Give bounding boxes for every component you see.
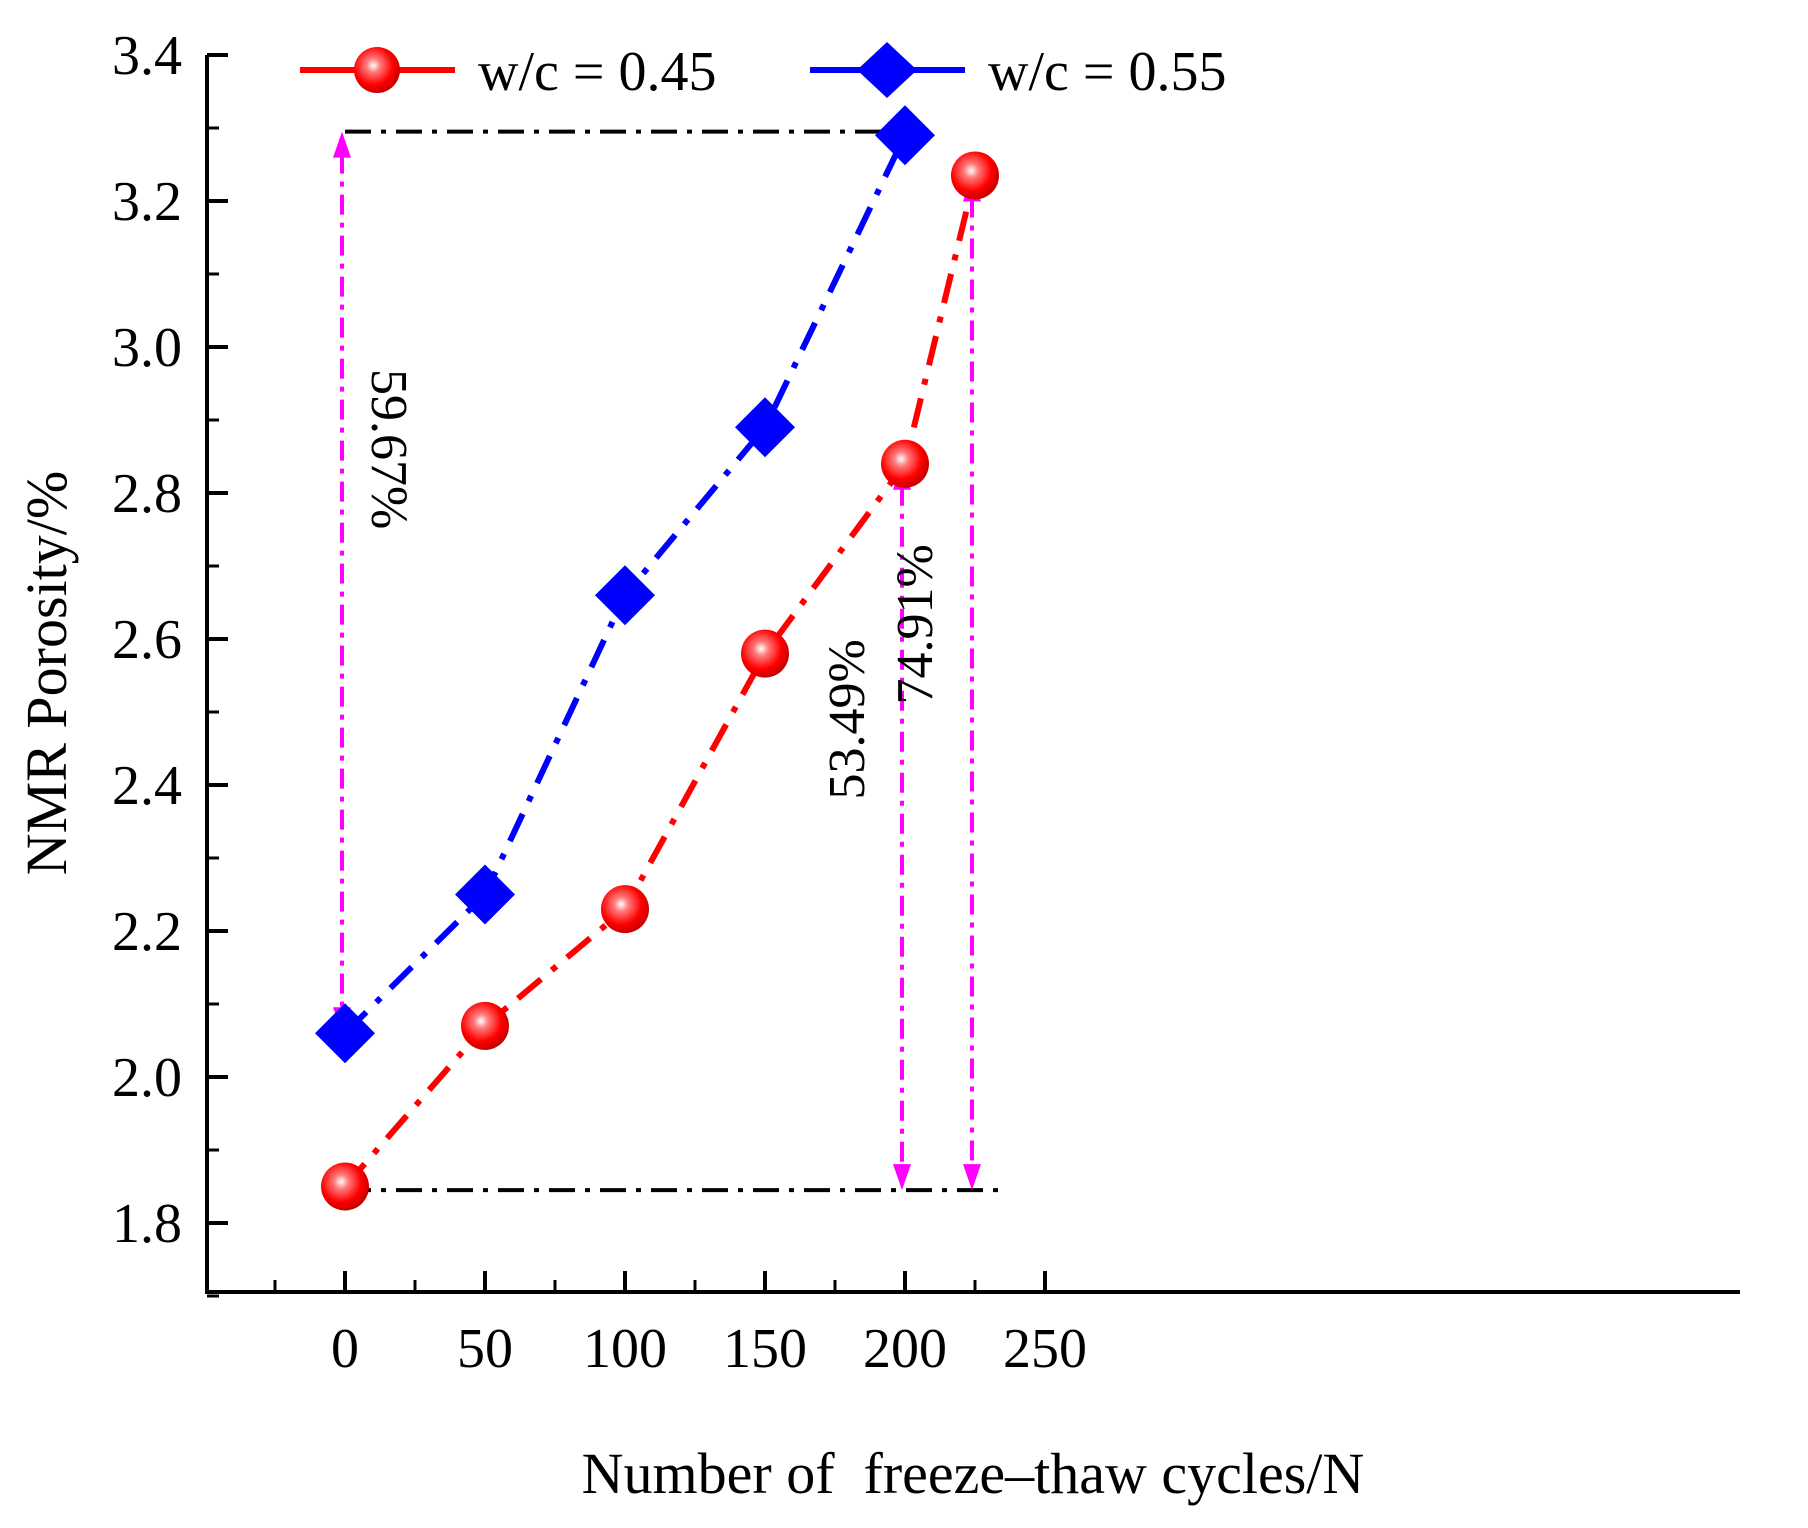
x-tick-label: 100 — [583, 1318, 667, 1380]
y-tick-label: 2.8 — [112, 463, 182, 525]
y-tick-label: 2.6 — [112, 609, 182, 671]
legend-label-wc-055: w/c = 0.55 — [988, 41, 1226, 103]
y-tick-label: 3.2 — [112, 171, 182, 233]
annotation-label: 53.49% — [819, 639, 876, 799]
annotation-label: 59.67% — [360, 369, 417, 529]
data-series — [315, 105, 999, 1211]
reference-lines — [345, 129, 1001, 1193]
data-point-circle — [951, 151, 999, 200]
series-line — [342, 174, 978, 1189]
legend: w/c = 0.45 w/c = 0.55 — [300, 41, 1226, 103]
legend-item-wc-045: w/c = 0.45 — [300, 41, 716, 103]
y-tick-label: 3.4 — [112, 25, 182, 87]
arrow-head-down — [963, 1164, 981, 1191]
y-tick-label: 3.0 — [112, 317, 182, 379]
data-point-diamond — [875, 105, 935, 166]
x-tick-label: 150 — [723, 1318, 807, 1380]
arrow-head-up — [333, 131, 351, 158]
annotation-label: 74.91% — [887, 544, 944, 704]
data-point-circle — [321, 1162, 369, 1211]
y-tick-label: 2.2 — [112, 901, 182, 963]
data-point-diamond — [315, 1003, 375, 1064]
data-point-diamond — [735, 397, 795, 458]
x-axis-title: Number of freeze–thaw cycles/N — [582, 1441, 1365, 1506]
plot-axes — [205, 55, 1740, 1294]
y-tick-label: 2.4 — [112, 755, 182, 817]
y-tick-label: 1.8 — [112, 1193, 182, 1255]
annotations: 59.67% 53.49%74.91% — [333, 131, 981, 1191]
y-tick-label: 2.0 — [112, 1047, 182, 1109]
arrow-head-down — [893, 1164, 911, 1191]
x-tick-label: 250 — [1003, 1318, 1087, 1380]
data-point-circle — [461, 1001, 509, 1050]
data-point-circle — [741, 629, 789, 678]
x-tick-label: 0 — [331, 1318, 359, 1380]
data-point-diamond — [455, 864, 515, 925]
data-point-circle — [601, 885, 649, 934]
x-tick-label: 200 — [863, 1318, 947, 1380]
annotation-53-49: 53.49% — [819, 463, 911, 1191]
legend-marker-diamond — [857, 42, 917, 98]
x-tick-label: 50 — [457, 1318, 513, 1380]
data-point-diamond — [595, 565, 655, 626]
axis-ticks — [207, 53, 1047, 1298]
series-wc-045 — [321, 151, 999, 1211]
y-axis-title: NMR Porosity/% — [14, 471, 79, 875]
annotation-59-67: 59.67% — [333, 131, 417, 1034]
series-wc-055 — [315, 105, 935, 1064]
legend-label-wc-045: w/c = 0.45 — [478, 41, 716, 103]
legend-marker-circle — [354, 47, 400, 93]
axis-tick-labels: 1.8 2.0 2.2 2.4 2.6 2.8 3.0 3.2 3.4 0 50 100 150 200 2… — [112, 25, 1087, 1380]
data-point-circle — [881, 439, 929, 488]
legend-item-wc-055: w/c = 0.55 — [810, 41, 1226, 103]
